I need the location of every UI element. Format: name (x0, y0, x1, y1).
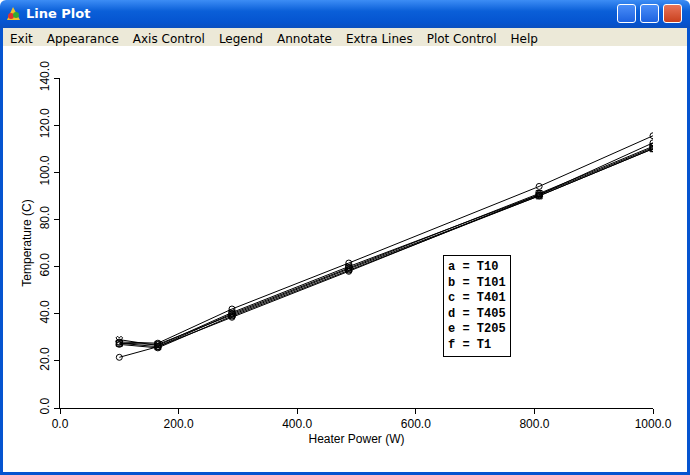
svg-text:140.0: 140.0 (38, 61, 52, 91)
svg-text:1000.0: 1000.0 (635, 417, 672, 431)
html-text:Annotate: Annotate (277, 32, 332, 46)
svg-text:200.0: 200.0 (164, 417, 194, 431)
svg-text:80.0: 80.0 (38, 206, 52, 230)
svg-text:40.0: 40.0 (38, 300, 52, 324)
svg-text:Temperature (C): Temperature (C) (20, 199, 34, 286)
svg-text:800.0: 800.0 (519, 417, 549, 431)
svg-text:20.0: 20.0 (38, 347, 52, 371)
svg-text:Heater Power (W): Heater Power (W) (308, 432, 404, 446)
html-text:Legend: Legend (218, 32, 263, 46)
html-text:Help: Help (510, 32, 538, 46)
svg-text:100.0: 100.0 (38, 155, 52, 185)
svg-text:600.0: 600.0 (401, 417, 431, 431)
svg-text:120.0: 120.0 (38, 108, 52, 138)
svg-text:0.0: 0.0 (38, 398, 52, 415)
html-text:Exit: Exit (10, 32, 33, 46)
svg-text:60.0: 60.0 (38, 253, 52, 277)
svg-text:0.0: 0.0 (52, 417, 69, 431)
html-text:Appearance: Appearance (46, 32, 119, 46)
html-text:Line Plot: Line Plot (26, 6, 91, 21)
svg-text:a = T10b = T101c = T401d = T40: a = T10b = T101c = T401d = T405e = T205f… (448, 260, 506, 352)
svg-text:400.0: 400.0 (282, 417, 312, 431)
html-text:Plot Control: Plot Control (426, 32, 497, 46)
html-text:Extra Lines: Extra Lines (345, 32, 413, 46)
html-text:Axis Control: Axis Control (132, 32, 205, 46)
